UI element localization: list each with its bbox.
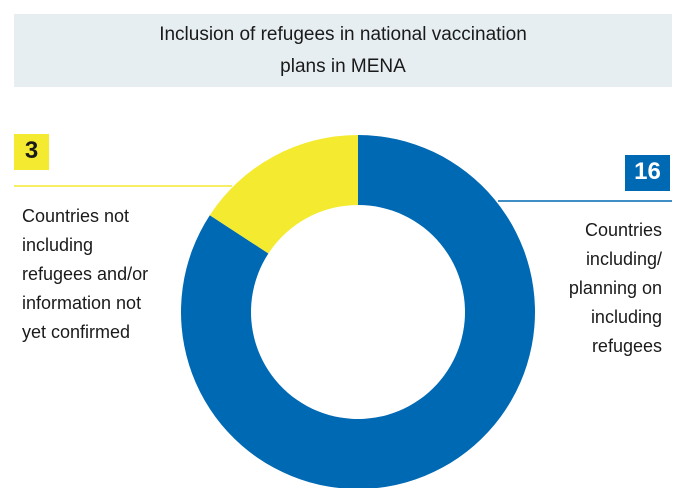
donut-slice-not-including [209, 135, 358, 254]
value-badge-not-including: 3 [14, 134, 49, 170]
chart-title-line-2: plans in MENA [280, 55, 406, 77]
chart-title-line-1: Inclusion of refugees in national vaccin… [159, 23, 527, 45]
label-not-including: Countries not including refugees and/or … [22, 202, 202, 347]
label-line: information not [22, 293, 142, 313]
label-line: including [22, 235, 94, 255]
label-line: Countries not [22, 206, 130, 226]
chart-title: Inclusion of refugees in national vaccin… [14, 14, 672, 87]
label-line: refugees [591, 336, 662, 356]
label-including: Countries including/ planning on includi… [520, 216, 662, 361]
label-line: yet confirmed [22, 322, 131, 342]
value-badge-including: 16 [625, 155, 670, 191]
label-line: planning on [568, 278, 662, 298]
label-line: including [590, 307, 662, 327]
donut-slice-including [181, 135, 535, 488]
value-not-including: 3 [24, 137, 39, 164]
value-including: 16 [634, 158, 661, 185]
label-line: including/ [585, 249, 662, 269]
label-line: Countries [584, 220, 662, 240]
label-line: refugees and/or [22, 264, 149, 284]
